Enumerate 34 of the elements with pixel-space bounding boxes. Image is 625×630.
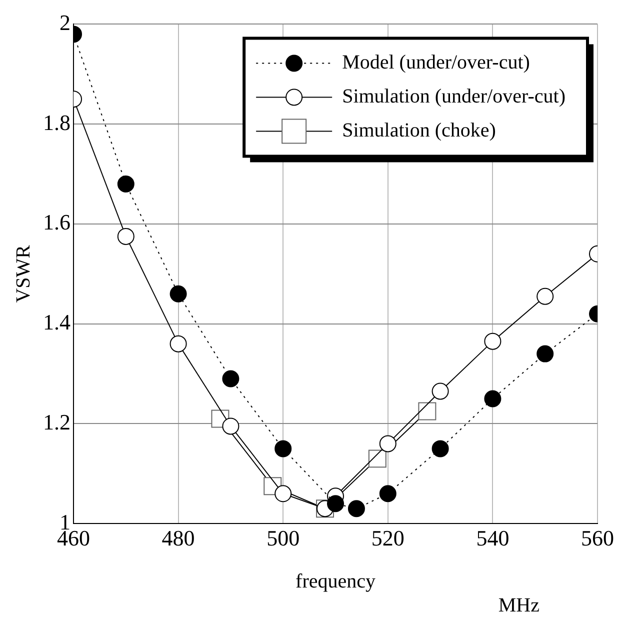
point xyxy=(348,500,365,518)
y-axis-title: VSWR xyxy=(12,244,34,303)
x-tick-label: 540 xyxy=(476,526,510,551)
point xyxy=(274,485,292,502)
point xyxy=(222,370,240,388)
point xyxy=(117,228,134,245)
point xyxy=(484,332,502,350)
point xyxy=(274,440,292,458)
y-tick-label: 1.6 xyxy=(43,210,70,235)
x-tick-label: 560 xyxy=(581,526,614,551)
point xyxy=(536,288,554,305)
y-tick-label: 1.4 xyxy=(43,310,70,335)
y-tick-label: 1.2 xyxy=(43,410,70,434)
point xyxy=(327,495,344,512)
point xyxy=(536,345,554,362)
point xyxy=(432,382,449,400)
point xyxy=(170,335,187,352)
x-axis-title: frequency xyxy=(296,570,376,592)
x-tick-label: 500 xyxy=(266,526,300,551)
point xyxy=(432,440,449,458)
point xyxy=(484,390,502,408)
text: MHz xyxy=(498,594,540,616)
legend-label: Simulation (under/over-cut) xyxy=(342,85,566,108)
y-tick-label: 1.8 xyxy=(43,110,70,135)
point xyxy=(170,285,187,302)
legend-label: Model (under/over-cut) xyxy=(342,51,530,74)
point xyxy=(222,418,240,435)
point xyxy=(117,176,134,193)
y-tick-label: 2 xyxy=(60,10,70,35)
x-tick-label: 480 xyxy=(162,526,195,551)
x-tick-label: 520 xyxy=(371,526,404,551)
point xyxy=(379,485,396,502)
legend-label: Simulation (choke) xyxy=(342,119,496,142)
point xyxy=(379,435,396,452)
